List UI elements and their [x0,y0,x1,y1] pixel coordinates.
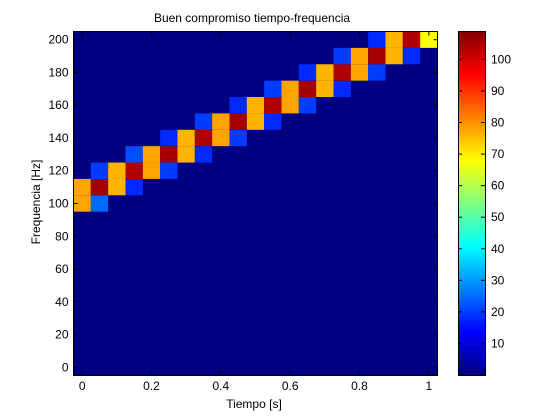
heatmap-cell [90,178,109,196]
heatmap-cell [212,129,230,147]
heatmap-layer [73,31,438,376]
colorbar-tick-label: 50 [491,210,505,224]
y-tick-label: 40 [55,295,69,309]
y-tick-label: 120 [48,164,68,178]
colorbar-tick-label: 30 [491,273,505,287]
y-tick-label: 160 [48,98,68,112]
colorbar-ticks: 10 20 30 40 50 60 70 80 90 100 [458,52,511,350]
colorbar-gradient [458,31,485,375]
heatmap-cell [402,31,421,48]
heatmap-cell [316,64,334,81]
y-tick-label: 200 [48,33,68,47]
heatmap-cell [385,47,403,65]
heatmap-background [73,31,438,376]
heatmap-cell [229,113,247,130]
heatmap-cell [194,146,213,163]
x-tick-label: 0.8 [351,379,368,393]
heatmap-cell [160,162,178,179]
heatmap-cell [420,31,438,48]
heatmap-cell [73,178,91,196]
y-tick-label: 100 [48,197,68,211]
heatmap-cell [333,47,351,65]
heatmap-cell [212,113,230,130]
y-tick-label: 60 [55,262,69,276]
colorbar-tick-label: 10 [491,336,505,350]
heatmap-cell [160,129,178,147]
heatmap-cell [125,178,143,196]
heatmap-cell [194,113,213,130]
heatmap-cell [90,162,109,179]
y-axis-label: Frequencia [Hz] [29,160,43,245]
heatmap-cell [125,162,143,179]
colorbar-tick-label: 90 [491,84,505,98]
heatmap-cell [350,47,369,65]
heatmap-cell [350,64,369,81]
heatmap-cell [108,178,126,196]
heatmap-cell [142,146,161,163]
heatmap-cell [90,195,109,212]
x-axis-label: Tiempo [s] [226,397,282,411]
colorbar: 10 20 30 40 50 60 70 80 90 100 [458,31,511,376]
colorbar-tick-label: 100 [491,52,511,66]
y-tick-label: 0 [62,360,69,374]
x-axis: 0 0.2 0.4 0.6 0.8 1 [79,31,432,393]
heatmap-cell [264,97,282,114]
heatmap-cell [73,195,91,212]
x-tick-label: 1 [425,379,432,393]
y-axis: 0 20 40 60 80 100 120 140 160 180 200 [48,33,438,374]
chart-title: Buen compromiso tiempo-frequencia [154,11,350,25]
heatmap-cell [368,31,386,48]
heatmap-cell [298,80,317,98]
heatmap-cell [281,80,299,98]
heatmap-cell [298,64,317,81]
colorbar-tick-label: 20 [491,305,505,319]
x-tick-label: 0.6 [282,379,299,393]
x-tick-label: 0.4 [212,379,229,393]
y-tick-label: 140 [48,131,68,145]
colorbar-tick-label: 80 [491,116,505,130]
heatmap-cell [333,80,351,98]
colorbar-tick-label: 70 [491,147,505,161]
heatmap-cell [125,146,143,163]
heatmap-cell [246,97,265,114]
heatmap-cell [177,146,195,163]
colorbar-frame [458,31,486,376]
x-tick-label: 0 [79,379,86,393]
heatmap-cell [316,80,334,98]
heatmap-cell [368,64,386,81]
heatmap-cell [264,80,282,98]
heatmap-cell [281,97,299,114]
heatmap-cell [194,129,213,147]
colorbar-tick-label: 40 [491,242,505,256]
heatmap-cell [246,113,265,130]
y-tick-label: 80 [55,229,69,243]
heatmap-cell [298,97,317,114]
heatmap-cell [333,64,351,81]
heatmap-cell [229,97,247,114]
heatmap-cell [160,146,178,163]
colorbar-tick-label: 60 [491,179,505,193]
heatmap-cell [177,129,195,147]
heatmap-cell [142,162,161,179]
heatmap-cell [368,47,386,65]
heatmap-cell [229,129,247,147]
heatmap-cell [402,47,421,65]
heatmap-cell [385,31,403,48]
y-tick-label: 20 [55,328,69,342]
heatmap-cell [108,162,126,179]
x-tick-label: 0.2 [143,379,160,393]
heatmap-cell [264,113,282,130]
y-tick-label: 180 [48,65,68,79]
